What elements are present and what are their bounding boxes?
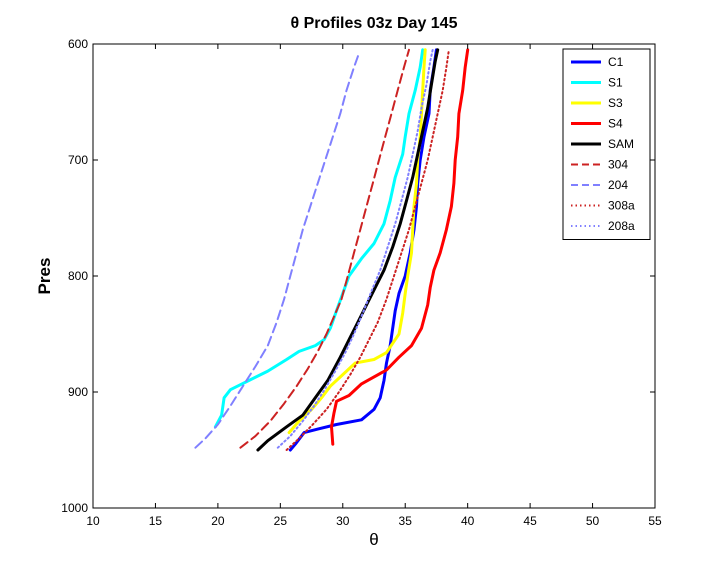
ticks-layer: 10 15 20 25 30 35 40 45 50 55 600 700 800 900 1000 <box>61 37 662 528</box>
x-tick-label: 20 <box>211 514 225 528</box>
series-line-S3 <box>287 48 427 435</box>
x-tick-label: 25 <box>274 514 288 528</box>
series-line-SAM <box>256 48 440 452</box>
legend-label-S1: S1 <box>608 76 623 90</box>
x-tick-label: 15 <box>149 514 163 528</box>
y-tick-label: 800 <box>68 269 88 283</box>
series-line-204 <box>194 52 360 449</box>
y-tick-label: 600 <box>68 37 88 51</box>
series-line-S4 <box>330 48 470 446</box>
series-line-C1 <box>288 48 438 452</box>
legend-label-C1: C1 <box>608 55 624 69</box>
series-line-304 <box>239 48 410 449</box>
series-line-208a <box>276 48 434 449</box>
x-tick-label: 30 <box>336 514 350 528</box>
legend-label-208a: 208a <box>608 219 635 233</box>
y-tick-label: 700 <box>68 153 88 167</box>
legend-label-SAM: SAM <box>608 137 634 151</box>
y-tick-label: 1000 <box>61 501 88 515</box>
x-tick-label: 10 <box>86 514 100 528</box>
series-line-308a <box>285 48 450 451</box>
plot-area <box>92 43 656 509</box>
legend-label-204: 204 <box>608 178 628 192</box>
y-tick-label: 900 <box>68 385 88 399</box>
y-axis-label: Pres <box>35 258 54 295</box>
chart-title: θ Profiles 03z Day 145 <box>291 15 458 32</box>
x-axis-label: θ <box>369 530 378 549</box>
x-tick-label: 40 <box>461 514 475 528</box>
legend: C1 S1 S3 S4 SAM 304 204 308a 208a <box>562 48 651 240</box>
x-tick-label: 45 <box>523 514 537 528</box>
x-tick-label: 50 <box>586 514 600 528</box>
x-tick-label: 35 <box>399 514 413 528</box>
legend-label-S4: S4 <box>608 117 623 131</box>
legend-label-308a: 308a <box>608 199 635 213</box>
series-layer <box>194 48 470 452</box>
legend-label-304: 304 <box>608 158 628 172</box>
x-tick-label: 55 <box>648 514 662 528</box>
legend-label-S3: S3 <box>608 96 623 110</box>
